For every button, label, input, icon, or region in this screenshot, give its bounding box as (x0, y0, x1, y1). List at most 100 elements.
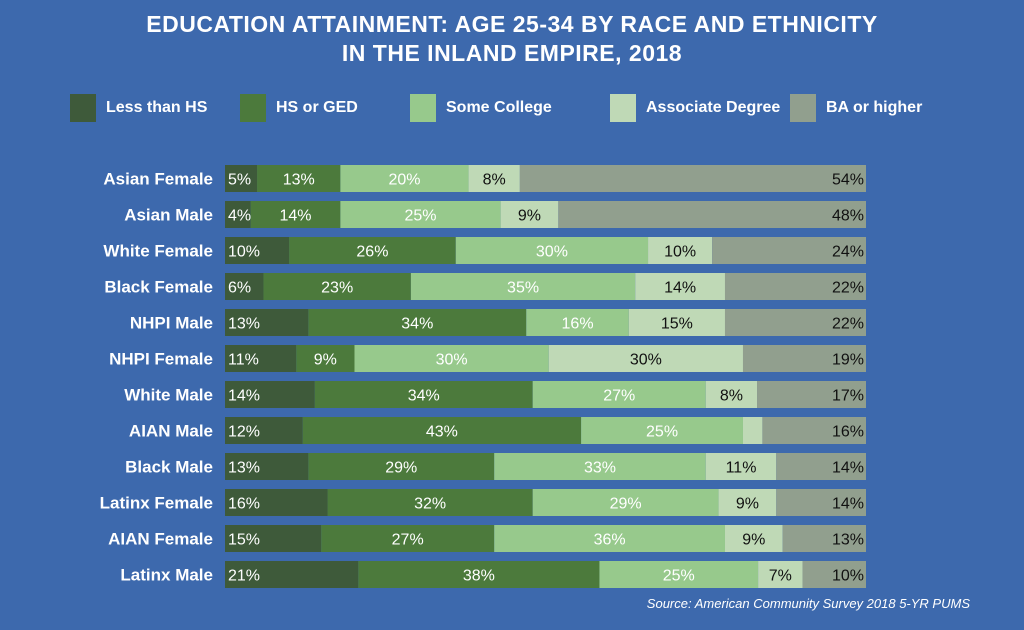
bar-segment-some-college (526, 309, 629, 336)
bar-segment-hs-or-ged (314, 381, 533, 408)
category-label: Latinx Female (100, 494, 213, 513)
data-label: 10% (832, 568, 864, 585)
category-label: Black Male (125, 458, 213, 477)
data-label: 12% (228, 424, 260, 441)
data-label: 22% (832, 316, 864, 333)
data-label: 21% (228, 568, 260, 585)
chart-title: EDUCATION ATTAINMENT: AGE 25-34 BY RACE … (0, 10, 1024, 68)
bar-segment-less-than-hs (225, 273, 264, 300)
bar-segment-some-college (532, 489, 719, 516)
data-label: 35% (507, 280, 539, 297)
category-label: White Male (124, 386, 213, 405)
data-label: 30% (630, 352, 662, 369)
legend-swatch-hs-or-ged (240, 94, 266, 122)
data-label: 16% (228, 496, 260, 513)
category-label: AIAN Male (129, 422, 213, 441)
data-label: 9% (314, 352, 337, 369)
bar-segment-ba-or-higher (712, 237, 866, 264)
bar-segment-ba-or-higher (724, 309, 866, 336)
bar-segment-some-college (494, 453, 706, 480)
legend-swatch-ba-or-higher (790, 94, 816, 122)
bar-segment-less-than-hs (225, 345, 297, 372)
bar-segment-ba-or-higher (724, 273, 866, 300)
data-label: 13% (283, 172, 315, 189)
bar-segment-ba-or-higher (519, 165, 866, 192)
legend-label-ba-or-higher: BA or higher (826, 99, 923, 116)
bar-segment-ba-or-higher (776, 489, 866, 516)
bar-segment-ba-or-higher (782, 525, 866, 552)
legend-label-some-college: Some College (446, 99, 552, 116)
bar-segment-less-than-hs (225, 417, 303, 444)
data-label: 29% (610, 496, 642, 513)
legend-swatch-some-college (410, 94, 436, 122)
data-label: 9% (736, 496, 759, 513)
bar-segment-ba-or-higher (802, 561, 866, 588)
category-label: White Female (103, 242, 213, 261)
data-label: 20% (388, 172, 420, 189)
legend-swatch-less-than-hs (70, 94, 96, 122)
category-label: NHPI Male (130, 314, 213, 333)
data-label: 8% (483, 172, 506, 189)
category-label: Latinx Male (120, 566, 213, 585)
data-label: 9% (742, 532, 765, 549)
data-label: 30% (536, 244, 568, 261)
bar-segment-some-college (494, 525, 725, 552)
chart-title-line-1: EDUCATION ATTAINMENT: AGE 25-34 BY RACE … (146, 11, 878, 37)
data-label: 15% (661, 316, 693, 333)
data-label: 36% (594, 532, 626, 549)
bar-segment-associate-degree (548, 345, 743, 372)
bar-segment-hs-or-ged (327, 489, 533, 516)
bar-segment-ba-or-higher (558, 201, 866, 228)
bar-segment-less-than-hs (225, 237, 290, 264)
bar-segment-associate-degree (635, 273, 725, 300)
bar-segment-some-college (410, 273, 636, 300)
data-label: 4% (228, 208, 251, 225)
bar-segment-associate-degree (500, 201, 559, 228)
bar-segment-some-college (340, 165, 469, 192)
data-label: 48% (832, 208, 864, 225)
legend: Less than HS HS or GED Some College Associa… (70, 94, 970, 122)
data-label: 14% (664, 280, 696, 297)
data-label: 25% (404, 208, 436, 225)
legend-label-associate-degree: Associate Degree (646, 99, 781, 116)
bar-segment-some-college (581, 417, 743, 444)
legend-item-hs-or-ged: HS or GED (240, 94, 358, 122)
data-label: 6% (228, 280, 251, 297)
bar-segment-associate-degree (468, 165, 520, 192)
bar-segment-less-than-hs (225, 561, 359, 588)
bar-segment-less-than-hs (225, 165, 258, 192)
bar-segment-less-than-hs (225, 525, 322, 552)
data-label: 14% (228, 388, 260, 405)
bar-segment-less-than-hs (225, 201, 251, 228)
bar-segment-hs-or-ged (250, 201, 341, 228)
category-label: Asian Female (103, 170, 213, 189)
bar-segment-less-than-hs (225, 453, 309, 480)
data-label: 30% (436, 352, 468, 369)
data-label: 23% (321, 280, 353, 297)
data-label: 26% (356, 244, 388, 261)
data-label: 14% (832, 496, 864, 513)
data-label: 16% (832, 424, 864, 441)
category-label: AIAN Female (108, 530, 213, 549)
data-label: 27% (392, 532, 424, 549)
bar-segment-associate-degree (705, 381, 758, 408)
data-label: 11% (228, 352, 259, 369)
bar-segment-ba-or-higher (776, 453, 866, 480)
data-label: 25% (663, 568, 695, 585)
bar-segment-hs-or-ged (308, 309, 527, 336)
bar-segment-less-than-hs (225, 309, 309, 336)
data-label: 14% (832, 460, 864, 477)
data-label: 11% (726, 460, 757, 477)
data-label: 7% (769, 568, 792, 585)
data-label: 15% (228, 532, 260, 549)
bar-segment-associate-degree (705, 453, 777, 480)
bar-segment-less-than-hs (225, 381, 315, 408)
bar-segment-associate-degree (742, 417, 763, 444)
data-label: 34% (401, 316, 433, 333)
data-label: 32% (414, 496, 446, 513)
chart-title-line-2: IN THE INLAND EMPIRE, 2018 (341, 40, 683, 66)
bar-segment-associate-degree (628, 309, 725, 336)
data-label: 19% (832, 352, 864, 369)
bar-segment-associate-degree (648, 237, 713, 264)
data-label: 22% (832, 280, 864, 297)
